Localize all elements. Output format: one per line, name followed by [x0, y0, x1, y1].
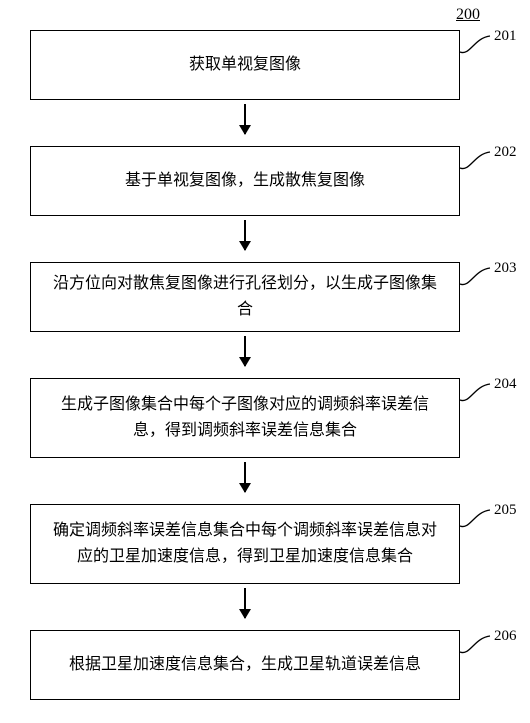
lead-line-202: [458, 148, 498, 176]
step-label-205: 205: [494, 502, 517, 519]
step-box-205: 确定调频斜率误差信息集合中每个调频斜率误差信息对应的卫星加速度信息，得到卫星加速…: [30, 504, 460, 584]
step-text: 获取单视复图像: [189, 52, 301, 78]
step-text: 确定调频斜率误差信息集合中每个调频斜率误差信息对应的卫星加速度信息，得到卫星加速…: [49, 518, 441, 569]
step-box-202: 基于单视复图像，生成散焦复图像: [30, 146, 460, 216]
arrow-204-to-205: [244, 462, 246, 492]
arrow-201-to-202: [244, 104, 246, 134]
lead-line-205: [458, 506, 498, 534]
step-box-201: 获取单视复图像: [30, 30, 460, 100]
step-text: 沿方位向对散焦复图像进行孔径划分，以生成子图像集合: [49, 271, 441, 322]
step-label-204: 204: [494, 376, 517, 393]
step-box-206: 根据卫星加速度信息集合，生成卫星轨道误差信息: [30, 630, 460, 700]
step-text: 根据卫星加速度信息集合，生成卫星轨道误差信息: [69, 652, 421, 678]
arrow-205-to-206: [244, 588, 246, 618]
step-label-202: 202: [494, 144, 517, 161]
arrow-203-to-204: [244, 336, 246, 366]
step-text: 生成子图像集合中每个子图像对应的调频斜率误差信息，得到调频斜率误差信息集合: [49, 392, 441, 443]
lead-line-206: [458, 632, 498, 660]
step-box-203: 沿方位向对散焦复图像进行孔径划分，以生成子图像集合: [30, 262, 460, 332]
figure-number: 200: [456, 6, 480, 24]
step-box-204: 生成子图像集合中每个子图像对应的调频斜率误差信息，得到调频斜率误差信息集合: [30, 378, 460, 458]
lead-line-203: [458, 264, 498, 292]
step-text: 基于单视复图像，生成散焦复图像: [125, 168, 365, 194]
arrow-202-to-203: [244, 220, 246, 250]
step-label-203: 203: [494, 260, 517, 277]
step-label-201: 201: [494, 28, 517, 45]
lead-line-204: [458, 380, 498, 408]
step-label-206: 206: [494, 628, 517, 645]
lead-line-201: [458, 32, 498, 60]
